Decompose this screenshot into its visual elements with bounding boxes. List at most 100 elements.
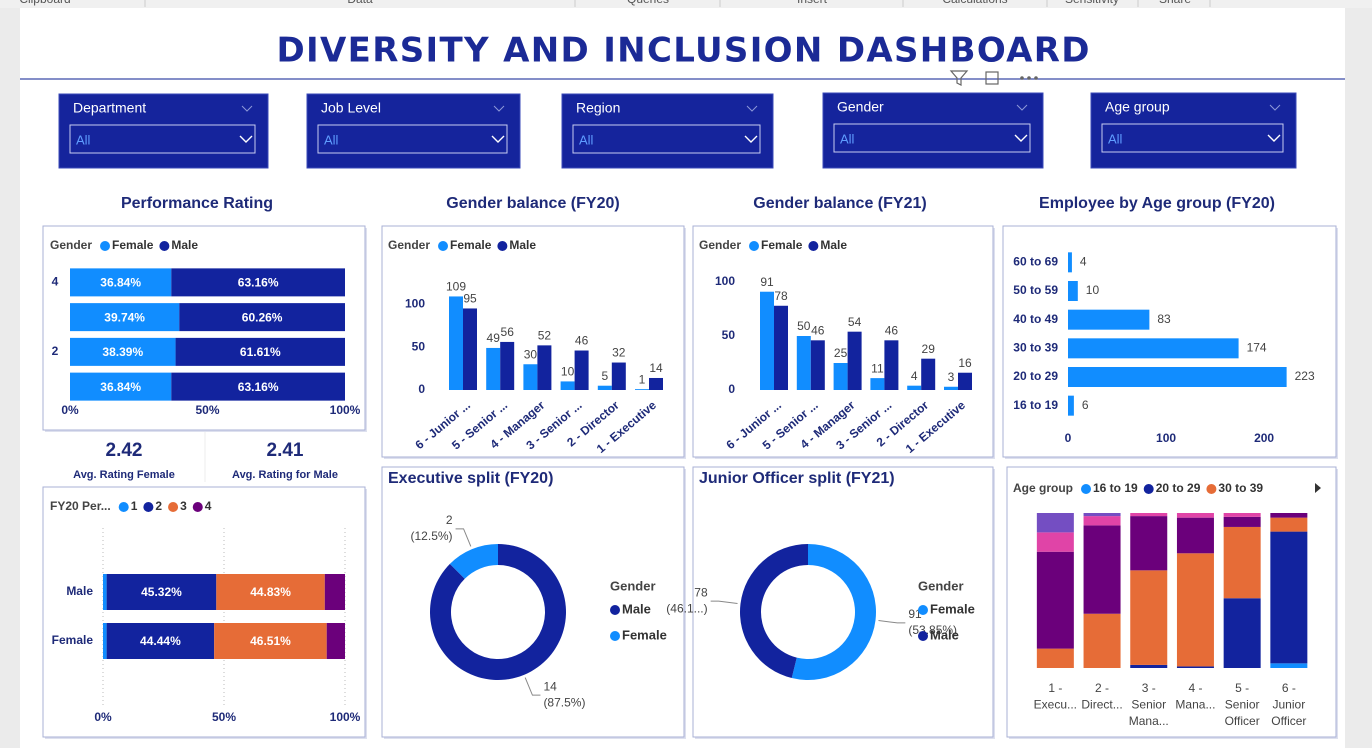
slicer: [58, 93, 269, 169]
legend-marker: [1206, 484, 1217, 494]
slicer-value: All: [1108, 131, 1123, 146]
y-tick-label: 50 to 59: [1013, 283, 1058, 297]
y-tick-label: 100: [715, 274, 735, 288]
legend-label: 3: [180, 499, 187, 513]
data-label: 36.84%: [100, 276, 141, 290]
bar-segment: [1083, 513, 1121, 517]
dropdown-chevron: [744, 135, 758, 143]
bar-segment: [103, 623, 107, 659]
ribbon-label: Data: [347, 0, 373, 6]
bar-segment: [1223, 598, 1261, 668]
chart-title: Performance Rating: [121, 195, 273, 212]
ribbon-label: Insert: [797, 0, 828, 6]
data-label: 46.51%: [250, 634, 291, 648]
bar-segment: [1036, 648, 1074, 668]
data-label: 56: [501, 325, 515, 339]
bar: [921, 358, 936, 390]
x-tick-label: 0: [1065, 431, 1072, 445]
bar-segment: [1083, 613, 1121, 668]
legend-marker: [438, 241, 449, 251]
slicer-chevron: [493, 105, 505, 112]
chart-title: Employee by Age group (FY20): [1039, 195, 1275, 212]
y-tick-label: 100: [405, 296, 425, 310]
card-value: 2.42: [106, 440, 143, 461]
x-tick-label: Mana...: [1175, 698, 1215, 712]
bar: [847, 331, 862, 390]
legend-label: 20 to 29: [1156, 481, 1201, 495]
ribbon-bar: [0, 0, 1372, 8]
x-tick-label: Senior: [1225, 698, 1260, 712]
x-tick-label: 2 -: [1095, 681, 1109, 695]
bar-segment: [1223, 516, 1261, 527]
bar: [486, 347, 501, 390]
x-tick-label: 200: [1254, 431, 1274, 445]
legend-title: FY20 Per...: [50, 499, 111, 513]
data-label: 54: [848, 315, 862, 329]
data-label: 174: [1247, 341, 1267, 355]
dropdown-chevron: [491, 135, 505, 143]
data-label: 78: [694, 585, 708, 599]
slicer-value: All: [579, 132, 594, 147]
bar: [597, 385, 612, 390]
data-label: 46: [575, 334, 589, 348]
data-label: 44.44%: [140, 634, 181, 648]
data-label: 50: [797, 319, 811, 333]
legend-marker: [918, 605, 928, 615]
y-tick-label: Female: [52, 633, 94, 647]
y-tick-label: 0: [418, 382, 425, 396]
bar: [635, 389, 649, 390]
legend-scroll-arrow[interactable]: [1315, 483, 1321, 493]
data-label: 83: [1157, 312, 1171, 326]
data-label: 45.32%: [141, 585, 182, 599]
bar: [884, 340, 899, 390]
more-dot[interactable]: [1020, 76, 1024, 80]
bar: [1068, 281, 1078, 301]
x-tick-label: 3 -: [1142, 681, 1156, 695]
y-tick-label: 0: [728, 382, 735, 396]
legend-label: Female: [112, 238, 154, 252]
ribbon-label: Calculations: [942, 0, 1007, 6]
data-label: 223: [1295, 369, 1315, 383]
y-tick-label: 50: [722, 328, 736, 342]
legend-label: Male: [509, 238, 536, 252]
bar: [958, 372, 972, 390]
x-tick-label: 0%: [94, 710, 112, 724]
x-tick-label: 5 -: [1235, 681, 1249, 695]
x-tick-label: 100%: [330, 710, 361, 724]
data-label: 61.61%: [240, 345, 281, 359]
data-label: 4: [1080, 255, 1087, 269]
chart-title: Executive split (FY20): [388, 470, 553, 487]
data-label: 109: [446, 280, 466, 294]
x-tick-label: Execu...: [1034, 698, 1077, 712]
bar-segment: [70, 268, 172, 297]
y-tick-label: 40 to 49: [1013, 312, 1058, 326]
data-label: 91: [760, 275, 774, 289]
bar: [523, 364, 538, 390]
bar: [833, 363, 848, 390]
legend-marker: [192, 502, 203, 512]
bar: [1068, 309, 1150, 330]
slicer-label: Department: [73, 100, 146, 116]
donut-slice: [791, 544, 877, 680]
data-label: 63.16%: [238, 380, 279, 394]
data-label: 3: [948, 370, 955, 384]
legend-label: Female: [930, 601, 975, 616]
bar-segment: [1176, 513, 1214, 518]
visual-header-icons[interactable]: [949, 70, 1038, 86]
bar-segment: [1130, 516, 1168, 571]
filter-icon[interactable]: [949, 70, 969, 86]
slicer: [561, 93, 774, 169]
data-label: 46: [811, 323, 825, 337]
data-label: 11: [871, 361, 884, 375]
ribbon-label: Queries: [627, 0, 669, 6]
y-tick-label: 16 to 19: [1013, 398, 1058, 412]
bar-segment: [1270, 663, 1308, 668]
legend-marker: [143, 502, 154, 512]
slicer-value: All: [76, 132, 91, 147]
y-tick-label: 4: [52, 275, 59, 289]
more-dot[interactable]: [1027, 76, 1031, 80]
more-dot[interactable]: [1034, 76, 1038, 80]
legend-marker: [159, 241, 170, 251]
focus-icon[interactable]: [985, 71, 999, 85]
